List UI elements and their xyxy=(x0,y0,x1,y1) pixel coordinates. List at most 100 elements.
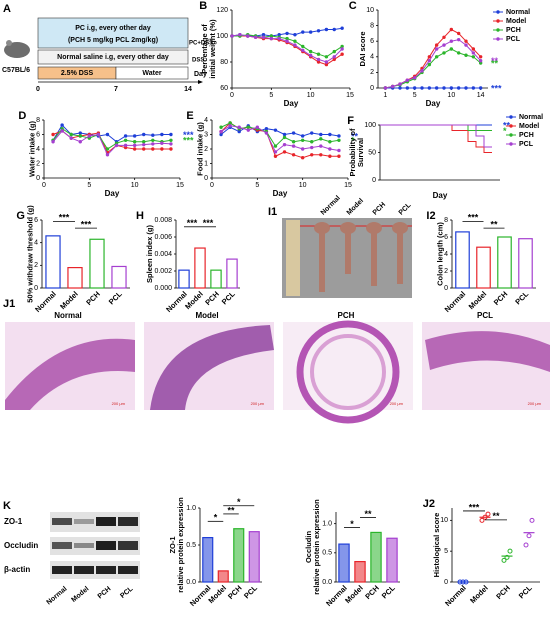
y-axis-label: DAI score xyxy=(358,31,367,66)
data-point xyxy=(293,39,297,43)
data-point xyxy=(316,57,321,62)
data-point xyxy=(142,140,146,144)
data-point xyxy=(310,140,314,144)
x-tick-label: 15 xyxy=(346,92,354,99)
significance: *** xyxy=(59,213,70,223)
significance: *** xyxy=(183,136,194,146)
y-tick-label: 0.0 xyxy=(322,579,332,586)
y-tick-label: 0.000 xyxy=(154,285,172,292)
data-point xyxy=(434,55,439,59)
lane-label: PCH xyxy=(97,586,113,601)
y-tick-label: 6 xyxy=(34,217,38,224)
data-point xyxy=(228,121,232,125)
data-point xyxy=(123,134,128,138)
y-tick-label: 2 xyxy=(370,69,374,76)
significance: * xyxy=(350,519,354,529)
x-axis-label: Day xyxy=(426,99,441,108)
bar xyxy=(455,231,470,289)
data-point xyxy=(273,154,278,158)
bar xyxy=(111,265,127,289)
data-point xyxy=(324,60,329,64)
cecum xyxy=(366,222,382,234)
data-point xyxy=(301,30,305,34)
band xyxy=(96,517,116,526)
data-point xyxy=(78,140,82,144)
data-point xyxy=(482,514,488,520)
data-point xyxy=(427,86,432,90)
bar xyxy=(476,246,491,289)
y-axis-label: Colon length (cm) xyxy=(435,222,444,286)
data-point xyxy=(96,132,101,137)
y-tick-label: 100 xyxy=(216,33,228,40)
panel-label: E xyxy=(186,110,193,122)
data-point xyxy=(471,47,476,51)
colon xyxy=(319,230,325,292)
legend-marker xyxy=(509,133,513,137)
data-point xyxy=(151,138,155,142)
data-point xyxy=(169,142,173,146)
tissue xyxy=(150,325,274,410)
x-axis-label: Day xyxy=(273,189,288,198)
panel-label: A xyxy=(3,3,11,15)
x-tick-label: PCH xyxy=(203,289,221,307)
data-point xyxy=(507,548,513,554)
data-point xyxy=(132,147,137,151)
water-box xyxy=(115,66,189,80)
y-tick-label: 0 xyxy=(372,177,376,184)
day-tick: 0 xyxy=(36,86,40,93)
data-point xyxy=(51,140,55,144)
y-tick-label: 2 xyxy=(444,268,448,275)
data-point xyxy=(383,86,388,90)
y-axis-label: Occludin xyxy=(304,531,313,564)
mouse-ear xyxy=(6,40,12,46)
y-tick-label: 10 xyxy=(366,7,374,14)
data-point xyxy=(282,150,287,154)
data-point xyxy=(442,43,446,47)
panel-label: I2 xyxy=(426,210,435,222)
panel-label: J2 xyxy=(423,498,435,510)
data-point xyxy=(332,57,336,62)
mouse-icon xyxy=(4,42,30,58)
data-point xyxy=(319,132,323,137)
data-point xyxy=(449,47,454,51)
group-text: DSS xyxy=(192,58,204,64)
legend-marker xyxy=(509,115,513,119)
data-point xyxy=(69,136,73,140)
data-point xyxy=(300,134,305,138)
lane-label: PCL xyxy=(119,585,135,600)
data-point xyxy=(60,129,64,133)
ruler xyxy=(286,220,300,296)
data-point xyxy=(337,154,341,158)
data-point xyxy=(105,153,110,157)
x-tick-label: Normal xyxy=(443,289,468,314)
data-point xyxy=(427,62,432,67)
survival-curve xyxy=(380,124,492,131)
data-point xyxy=(228,124,232,128)
data-point xyxy=(219,132,223,137)
panel-label: K xyxy=(3,500,11,512)
legend-marker xyxy=(496,28,500,32)
significance: ** xyxy=(491,56,499,66)
data-point xyxy=(123,143,128,148)
significance: * xyxy=(351,136,355,146)
data-point xyxy=(291,131,296,135)
data-point xyxy=(151,142,155,146)
data-point xyxy=(151,147,155,151)
data-point xyxy=(237,129,241,134)
y-tick-label: 80 xyxy=(220,59,228,66)
group-label: PCL xyxy=(398,201,413,216)
x-tick-label: 10 xyxy=(307,92,315,99)
data-point xyxy=(300,156,305,160)
panel-k: K ZO-1 Occludin β-actin Normal Model PCH… xyxy=(3,500,140,606)
y-tick-label: 4 xyxy=(444,251,448,258)
data-point xyxy=(427,59,432,63)
data-point xyxy=(324,62,329,67)
x-tick-label: 5 xyxy=(413,92,417,99)
bar xyxy=(45,235,61,289)
data-point xyxy=(328,154,332,158)
group-text: PC+DSS xyxy=(189,41,213,47)
y-axis-label: relative protein expression xyxy=(312,499,321,595)
panel-label: F xyxy=(347,115,354,127)
dss-text: 2.5% DSS xyxy=(61,70,94,77)
data-point xyxy=(501,557,507,563)
